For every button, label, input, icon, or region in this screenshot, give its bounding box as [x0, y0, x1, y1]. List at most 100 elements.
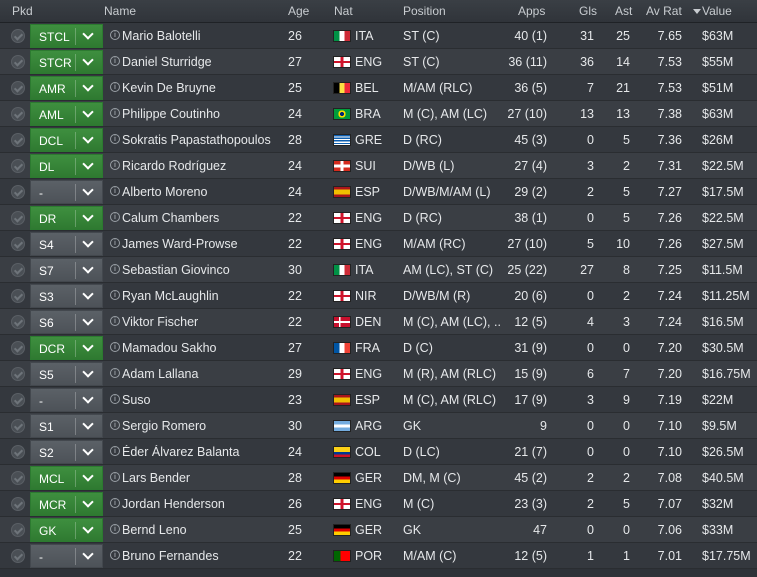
picked-check-icon[interactable]: [11, 211, 25, 225]
chevron-down-icon[interactable]: [82, 288, 94, 300]
player-name[interactable]: Lars Bender: [122, 471, 191, 485]
info-icon[interactable]: i: [110, 238, 120, 248]
info-icon[interactable]: i: [110, 108, 120, 118]
player-name[interactable]: Ricardo Rodríguez: [122, 159, 227, 173]
position-selector[interactable]: AMR: [30, 76, 103, 100]
picked-check-icon[interactable]: [11, 549, 25, 563]
player-name[interactable]: Philippe Coutinho: [122, 107, 220, 121]
table-row[interactable]: S7 i Sebastian Giovinco 30 ITA AM (LC), ST (C…: [0, 257, 757, 283]
chevron-down-icon[interactable]: [82, 262, 94, 274]
picked-check-icon[interactable]: [11, 471, 25, 485]
player-name[interactable]: Kevin De Bruyne: [122, 81, 216, 95]
picked-check-icon[interactable]: [11, 419, 25, 433]
player-name[interactable]: Sergio Romero: [122, 419, 207, 433]
chevron-down-icon[interactable]: [82, 80, 94, 92]
chevron-down-icon[interactable]: [82, 392, 94, 404]
table-row[interactable]: GK i Bernd Leno 25 GER GK 47 0 0 7.06 $33M: [0, 517, 757, 543]
info-icon[interactable]: i: [110, 446, 120, 456]
info-icon[interactable]: i: [110, 186, 120, 196]
picked-check-icon[interactable]: [11, 445, 25, 459]
picked-check-icon[interactable]: [11, 237, 25, 251]
chevron-down-icon[interactable]: [82, 366, 94, 378]
table-row[interactable]: DR i Calum Chambers 22 ENG D (RC) 38 (1) 0 5 7.26…: [0, 205, 757, 231]
col-header-position[interactable]: Position: [403, 4, 446, 18]
position-selector[interactable]: -: [30, 388, 103, 412]
position-selector[interactable]: MCR: [30, 492, 103, 516]
player-name[interactable]: Bruno Fernandes: [122, 549, 219, 563]
picked-check-icon[interactable]: [11, 185, 25, 199]
picked-check-icon[interactable]: [11, 393, 25, 407]
chevron-down-icon[interactable]: [82, 28, 94, 40]
table-row[interactable]: - i Bruno Fernandes 22 POR M/AM (C) 12 (5) 1 1 7.…: [0, 543, 757, 569]
position-selector[interactable]: MCL: [30, 466, 103, 490]
position-selector[interactable]: DL: [30, 154, 103, 178]
picked-check-icon[interactable]: [11, 367, 25, 381]
col-header-name[interactable]: Name: [104, 4, 137, 18]
table-row[interactable]: S5 i Adam Lallana 29 ENG M (R), AM (RLC) 15 (9…: [0, 361, 757, 387]
chevron-down-icon[interactable]: [82, 548, 94, 560]
chevron-down-icon[interactable]: [82, 158, 94, 170]
info-icon[interactable]: i: [110, 264, 120, 274]
player-name[interactable]: Adam Lallana: [122, 367, 199, 381]
chevron-down-icon[interactable]: [82, 132, 94, 144]
picked-check-icon[interactable]: [11, 497, 25, 511]
table-row[interactable]: S1 i Sergio Romero 30 ARG GK 9 0 0 7.10 $9.5M: [0, 413, 757, 439]
chevron-down-icon[interactable]: [82, 236, 94, 248]
picked-check-icon[interactable]: [11, 107, 25, 121]
info-icon[interactable]: i: [110, 420, 120, 430]
table-row[interactable]: S6 i Viktor Fischer 22 DEN M (C), AM (LC), ..…: [0, 309, 757, 335]
chevron-down-icon[interactable]: [82, 444, 94, 456]
table-row[interactable]: MCL i Lars Bender 28 GER DM, M (C) 45 (2) 2 2 7.0…: [0, 465, 757, 491]
chevron-down-icon[interactable]: [82, 496, 94, 508]
chevron-down-icon[interactable]: [82, 314, 94, 326]
col-header-nat[interactable]: Nat: [334, 4, 353, 18]
chevron-down-icon[interactable]: [82, 184, 94, 196]
player-name[interactable]: Calum Chambers: [122, 211, 220, 225]
col-header-gls[interactable]: Gls: [579, 4, 597, 18]
info-icon[interactable]: i: [110, 30, 120, 40]
position-selector[interactable]: S1: [30, 414, 103, 438]
chevron-down-icon[interactable]: [82, 418, 94, 430]
col-header-age[interactable]: Age: [288, 4, 310, 18]
player-name[interactable]: Mamadou Sakho: [122, 341, 217, 355]
player-name[interactable]: Mario Balotelli: [122, 29, 201, 43]
table-row[interactable]: STCR i Daniel Sturridge 27 ENG ST (C) 36 (11) 3…: [0, 49, 757, 75]
position-selector[interactable]: -: [30, 544, 103, 568]
player-name[interactable]: Alberto Moreno: [122, 185, 208, 199]
table-row[interactable]: - i Suso 23 ESP M (C), AM (RLC) 17 (9) 3 9 7.19 $2…: [0, 387, 757, 413]
chevron-down-icon[interactable]: [82, 54, 94, 66]
table-row[interactable]: AML i Philippe Coutinho 24 BRA M (C), AM (LC)…: [0, 101, 757, 127]
info-icon[interactable]: i: [110, 56, 120, 66]
info-icon[interactable]: i: [110, 290, 120, 300]
player-name[interactable]: Ryan McLaughlin: [122, 289, 219, 303]
info-icon[interactable]: i: [110, 524, 120, 534]
col-header-avrat[interactable]: Av Rat: [646, 4, 682, 18]
col-header-ast[interactable]: Ast: [615, 4, 633, 18]
table-row[interactable]: S4 i James Ward-Prowse 22 ENG M/AM (RC) 27 (10…: [0, 231, 757, 257]
player-name[interactable]: James Ward-Prowse: [122, 237, 238, 251]
position-selector[interactable]: STCL: [30, 24, 103, 48]
position-selector[interactable]: S6: [30, 310, 103, 334]
player-name[interactable]: Éder Álvarez Balanta: [122, 445, 240, 459]
info-icon[interactable]: i: [110, 550, 120, 560]
table-row[interactable]: DL i Ricardo Rodríguez 24 SUI D/WB (L) 27 (4) 3…: [0, 153, 757, 179]
player-name[interactable]: Sebastian Giovinco: [122, 263, 230, 277]
chevron-down-icon[interactable]: [82, 106, 94, 118]
picked-check-icon[interactable]: [11, 133, 25, 147]
player-name[interactable]: Viktor Fischer: [122, 315, 199, 329]
position-selector[interactable]: AML: [30, 102, 103, 126]
position-selector[interactable]: S3: [30, 284, 103, 308]
player-name[interactable]: Jordan Henderson: [122, 497, 225, 511]
info-icon[interactable]: i: [110, 316, 120, 326]
position-selector[interactable]: S2: [30, 440, 103, 464]
chevron-down-icon[interactable]: [82, 522, 94, 534]
chevron-down-icon[interactable]: [82, 470, 94, 482]
picked-check-icon[interactable]: [11, 341, 25, 355]
position-selector[interactable]: STCR: [30, 50, 103, 74]
picked-check-icon[interactable]: [11, 29, 25, 43]
col-header-value[interactable]: Value: [702, 4, 732, 18]
info-icon[interactable]: i: [110, 342, 120, 352]
position-selector[interactable]: DCR: [30, 336, 103, 360]
table-row[interactable]: DCR i Mamadou Sakho 27 FRA D (C) 31 (9) 0 0 7.20 $…: [0, 335, 757, 361]
info-icon[interactable]: i: [110, 368, 120, 378]
